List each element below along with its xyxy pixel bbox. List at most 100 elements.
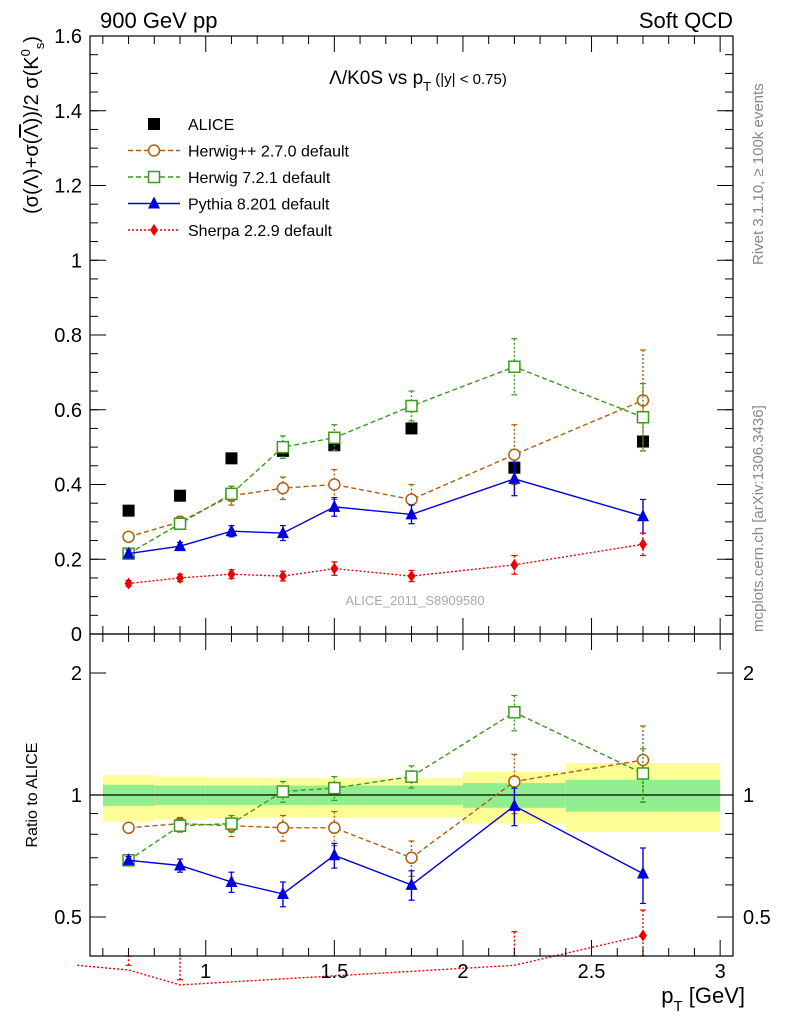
legend-item-alice: ALICE [148, 117, 234, 134]
main-x-ticks [102, 36, 721, 634]
main-point-sherpa [278, 570, 287, 583]
legend-marker-herwigpp [147, 144, 161, 157]
main-point-pythia [225, 524, 238, 537]
main-point-sherpa [407, 570, 416, 583]
ratio-y-tick-label-right: 0.5 [743, 907, 771, 929]
ratio-point-herwigpp [636, 753, 650, 767]
main-point-pythia [276, 526, 289, 539]
ratio-point-pythia [508, 798, 521, 811]
ratio-panel: 0.5 0.51 12 2 1 1.5 2 2.5 3 Ratio to ALICE pT [… [24, 633, 771, 1015]
main-y-tick-label: 0.4 [54, 475, 82, 497]
ratio-point-herwig7 [508, 706, 521, 719]
main-line-sherpa [128, 543, 644, 585]
header-right-label: Soft QCD [639, 8, 733, 33]
ratio-point-herwig7 [328, 781, 341, 795]
x-tick-label: 2.5 [578, 961, 606, 983]
ratio-point-herwig7 [276, 785, 290, 798]
ratio-line-pythia [128, 805, 644, 895]
ratio-line-herwigpp [128, 759, 644, 859]
main-y-tick-label: 0 [71, 624, 82, 646]
main-line-herwigpp [128, 399, 644, 538]
ratio-point-pythia [174, 858, 187, 871]
main-point-alice [405, 422, 418, 435]
ratio-y-axis: 0.5 0.5 1 1 2 2 [54, 663, 771, 929]
x-tick-label: 2 [457, 961, 468, 983]
legend: ALICE Herwig++ 2.7.0 default Herwig 7.2.1 … [128, 117, 350, 240]
legend-label: ALICE [188, 117, 234, 134]
ratio-point-herwig7 [173, 819, 187, 832]
ratio-y-tick-label-right: 2 [743, 663, 754, 685]
legend-marker-sherpa [150, 224, 158, 236]
ratio-point-herwigpp [508, 775, 521, 788]
legend-item-herwig7: Herwig 7.2.1 default [128, 170, 331, 187]
main-y-tick-label: 0.6 [54, 400, 82, 422]
main-point-sherpa [510, 558, 519, 571]
ratio-series-group [77, 694, 650, 986]
ratio-point-pythia [405, 877, 418, 890]
header-left-label: 900 GeV pp [100, 8, 217, 33]
ratio-uncertainty-bands [102, 762, 721, 833]
main-point-pythia [405, 507, 418, 520]
ratio-line-sherpa [77, 934, 644, 986]
ratio-point-pythia [276, 886, 289, 899]
main-line-pythia [128, 478, 644, 555]
main-point-herwig7 [225, 487, 238, 501]
main-point-herwig7 [636, 410, 650, 424]
ratio-point-herwig7 [405, 770, 418, 783]
main-series-pythia [122, 461, 649, 559]
main-point-sherpa [124, 577, 133, 590]
main-y-tick-label: 0.8 [54, 325, 82, 347]
legend-marker-pythia [148, 196, 160, 209]
main-point-alice [225, 452, 238, 465]
main-y-tick-label: 1.2 [54, 176, 82, 198]
ratio-y-tick-label: 0.5 [54, 907, 82, 929]
main-point-sherpa [638, 538, 647, 551]
main-point-pythia [122, 546, 135, 559]
ratio-y-tick-label: 2 [71, 663, 82, 685]
watermark: ALICE_2011_S8909580 [345, 593, 484, 608]
ratio-point-herwigpp [328, 821, 341, 835]
main-series-sherpa [124, 532, 647, 590]
main-y-axis-label: (σ(Λ)+σ(Λ))/2 σ(K0s) [18, 36, 47, 214]
ratio-y-axis-label: Ratio to ALICE [24, 743, 41, 848]
main-panel: 00.20.40.60.811.21.41.6 Λ/K0S vs pT (|y|… [18, 26, 734, 646]
legend-label: Herwig 7.2.1 default [188, 170, 331, 187]
x-tick-label: 1 [200, 961, 211, 983]
legend-label: Pythia 8.201 default [188, 197, 330, 214]
main-point-pythia [174, 539, 187, 552]
main-point-herwigpp [122, 530, 135, 544]
main-point-herwig7 [405, 399, 418, 413]
mcplots-label: mcplots.cern.ch [arXiv:1306.3436] [750, 405, 767, 632]
main-point-herwig7 [328, 431, 341, 445]
main-point-sherpa [330, 562, 339, 575]
main-point-pythia [508, 471, 521, 484]
main-point-herwig7 [508, 360, 521, 374]
ratio-point-pythia [122, 853, 135, 866]
main-point-herwigpp [405, 493, 418, 506]
main-point-pythia [328, 499, 341, 512]
main-y-tick-label: 1.4 [54, 101, 82, 123]
ratio-line-herwig7 [128, 711, 644, 861]
main-point-pythia [636, 509, 649, 522]
main-point-herwigpp [276, 481, 290, 495]
ratio-y-tick-label: 1 [71, 785, 82, 807]
main-point-herwig7 [173, 517, 187, 530]
legend-item-sherpa: Sherpa 2.2.9 default [128, 223, 333, 240]
legend-item-pythia: Pythia 8.201 default [128, 196, 330, 214]
main-point-sherpa [176, 571, 185, 584]
ratio-point-herwig7 [636, 767, 650, 780]
ratio-point-herwig7 [225, 817, 238, 830]
main-point-sherpa [227, 568, 236, 581]
ratio-series-pythia [122, 787, 649, 908]
ratio-point-herwigpp [405, 851, 418, 865]
legend-label: Sherpa 2.2.9 default [188, 223, 333, 240]
main-y-axis: 0 0.2 0.4 0.6 0.8 1 1.2 1.4 1.6 [54, 26, 733, 646]
x-tick-label: 1.5 [320, 961, 348, 983]
main-y-tick-label: 1 [71, 250, 82, 272]
ratio-point-sherpa [638, 929, 647, 942]
ratio-point-herwigpp [122, 821, 135, 835]
ratio-y-tick-label-right: 1 [743, 785, 754, 807]
ratio-series-herwig7 [122, 694, 650, 867]
main-point-alice [174, 489, 187, 502]
